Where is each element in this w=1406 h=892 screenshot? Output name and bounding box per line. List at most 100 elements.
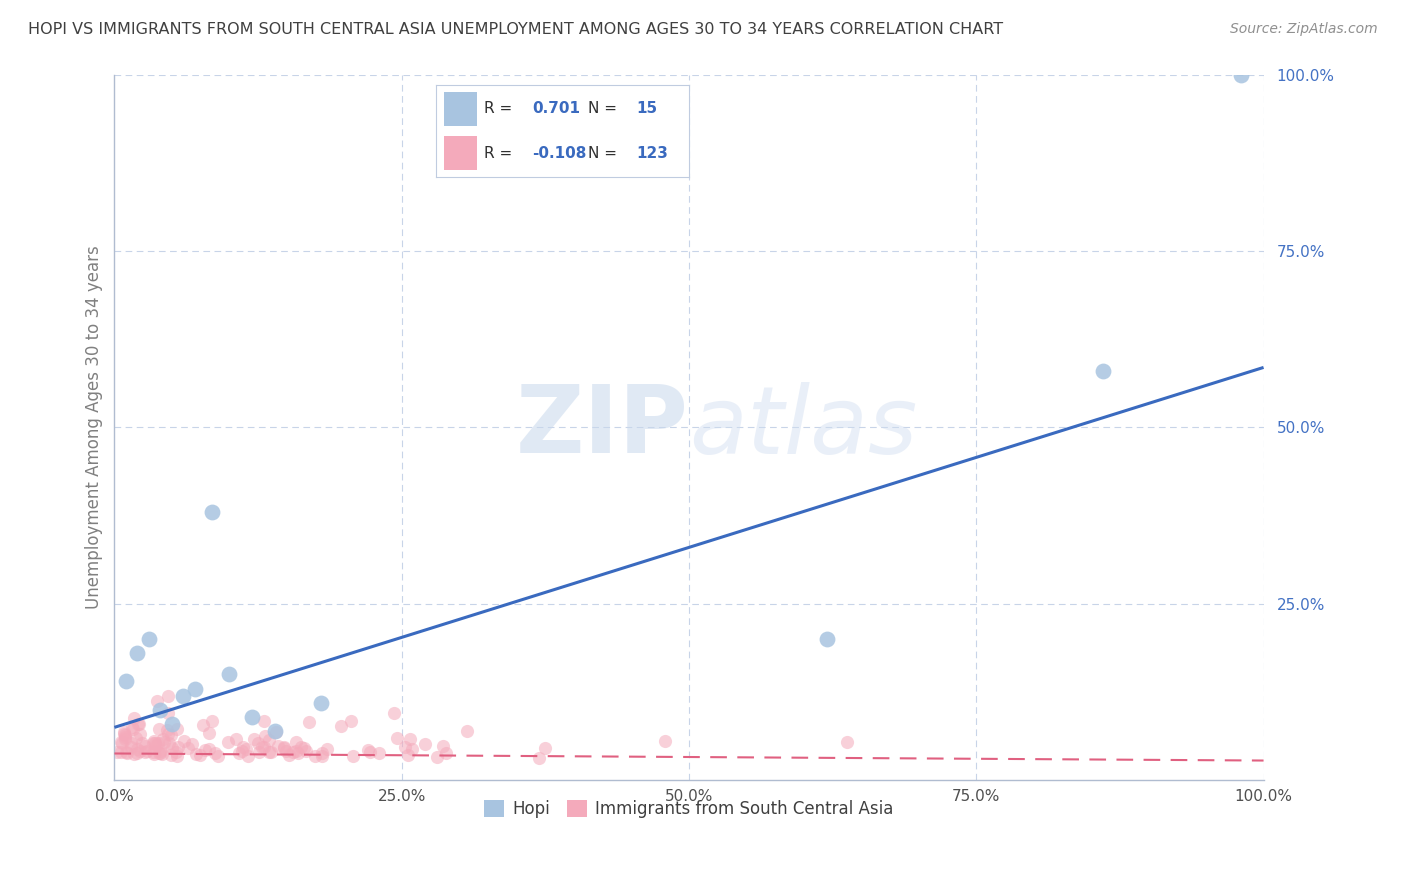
Point [456, 724, 478, 739]
Point [121, 720, 143, 734]
Point [201, 714, 224, 728]
Point [264, 724, 287, 739]
Point [399, 732, 422, 747]
Point [815, 632, 838, 647]
Point [143, 747, 166, 761]
Point [240, 710, 263, 724]
Point [173, 734, 195, 748]
Point [228, 746, 250, 760]
Point [156, 723, 179, 738]
Point [184, 747, 207, 762]
Point [231, 744, 253, 758]
Point [281, 746, 304, 760]
Point [273, 740, 295, 755]
Point [146, 736, 169, 750]
Point [242, 731, 264, 746]
Point [184, 681, 207, 696]
Point [277, 747, 299, 762]
Point [148, 747, 170, 761]
Point [253, 714, 276, 728]
Point [149, 744, 172, 758]
Point [257, 745, 280, 759]
Point [120, 739, 142, 754]
Point [290, 739, 312, 754]
Point [316, 742, 339, 756]
Point [401, 742, 423, 756]
Point [121, 736, 143, 750]
Point [124, 731, 146, 745]
Point [284, 744, 307, 758]
Point [217, 735, 239, 749]
Point [198, 725, 221, 739]
Point [529, 751, 551, 765]
Point [149, 703, 172, 717]
Point [110, 745, 132, 759]
Point [160, 728, 183, 742]
Point [153, 735, 176, 749]
Point [247, 736, 270, 750]
Point [247, 745, 270, 759]
Point [157, 736, 180, 750]
Point [122, 723, 145, 737]
Point [1229, 68, 1251, 82]
Point [167, 740, 190, 755]
Point [194, 743, 217, 757]
Point [295, 744, 318, 758]
Point [432, 739, 454, 753]
Point [284, 735, 307, 749]
Point [142, 737, 165, 751]
Point [114, 724, 136, 739]
Point [160, 748, 183, 763]
Point [368, 746, 391, 760]
Point [129, 727, 152, 741]
Point [166, 723, 188, 737]
Point [232, 739, 254, 754]
Point [156, 727, 179, 741]
Point [385, 731, 408, 746]
Point [273, 741, 295, 756]
Point [128, 717, 150, 731]
Point [136, 744, 159, 758]
Point [236, 748, 259, 763]
Point [257, 733, 280, 747]
Point [835, 735, 858, 749]
Point [176, 740, 198, 755]
Point [115, 745, 138, 759]
Point [357, 743, 380, 757]
Point [160, 716, 183, 731]
Point [129, 744, 152, 758]
Point [152, 731, 174, 746]
Point [267, 739, 290, 753]
Point [122, 747, 145, 762]
Point [434, 746, 457, 760]
Point [198, 741, 221, 756]
Point [191, 718, 214, 732]
Point [127, 717, 149, 731]
Text: atlas: atlas [689, 382, 917, 473]
Point [111, 736, 134, 750]
Point [394, 739, 416, 754]
Point [114, 732, 136, 747]
Point [253, 739, 276, 754]
Point [311, 748, 333, 763]
Point [287, 746, 309, 760]
Point [304, 749, 326, 764]
Point [145, 738, 167, 752]
Point [359, 745, 381, 759]
Point [127, 741, 149, 756]
Point [149, 746, 172, 760]
Text: Source: ZipAtlas.com: Source: ZipAtlas.com [1230, 22, 1378, 37]
Point [127, 646, 149, 660]
Point [160, 741, 183, 756]
Point [150, 747, 173, 762]
Point [115, 674, 138, 689]
Point [340, 714, 363, 728]
Point [181, 737, 204, 751]
Point [309, 696, 332, 710]
Point [311, 747, 333, 761]
Point [114, 730, 136, 744]
Point [105, 745, 128, 759]
Point [204, 746, 226, 760]
Point [138, 632, 160, 647]
Point [396, 747, 419, 762]
